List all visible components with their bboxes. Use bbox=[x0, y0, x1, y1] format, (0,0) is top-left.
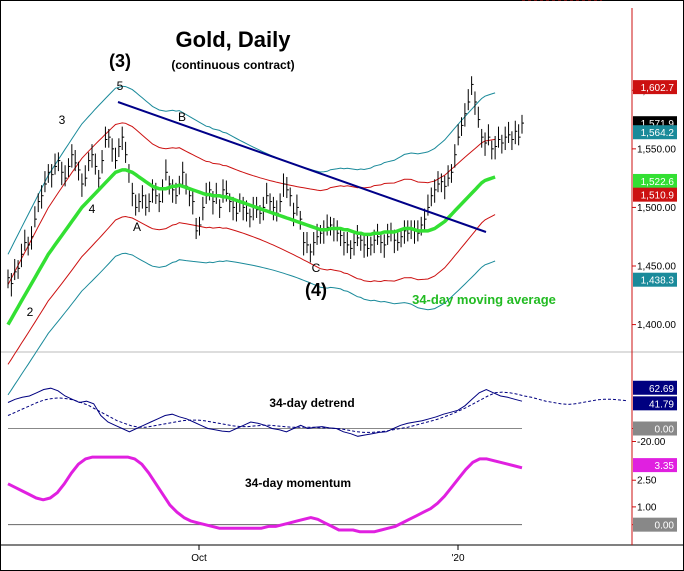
chart-title: Gold, Daily bbox=[176, 27, 292, 52]
moving-average-line bbox=[6, 168, 496, 326]
trendline bbox=[117, 101, 487, 233]
price-axis-tick-label: 1,450.00 bbox=[637, 262, 676, 273]
outer-band-lower bbox=[7, 252, 496, 396]
detrend-signal-line bbox=[7, 391, 627, 433]
momentum-value-badge-label: 3.35 bbox=[655, 461, 675, 472]
wave-label: B bbox=[178, 110, 186, 124]
wave-label: C bbox=[312, 261, 321, 275]
price-value-badge-label: 1,571.9 bbox=[641, 119, 675, 130]
momentum-label: 34-day momentum bbox=[245, 476, 351, 490]
momentum-value-badge bbox=[633, 517, 677, 532]
price-axis-tick-label: 1,550.00 bbox=[637, 144, 676, 155]
price-value-badge bbox=[633, 80, 677, 95]
price-axis: 1,600.001,550.001,500.001,450.001,400.00… bbox=[631, 8, 677, 545]
price-value-badge bbox=[633, 125, 677, 140]
price-value-badge bbox=[633, 173, 677, 188]
price-axis-tick-label: 1,400.00 bbox=[637, 320, 676, 331]
price-value-badge-label: 1,602.7 bbox=[641, 83, 675, 94]
wave-label: 3 bbox=[59, 113, 66, 127]
price-value-badge bbox=[633, 187, 677, 202]
x-tick-label: Oct bbox=[191, 553, 207, 564]
momentum-axis-tick-label: 1.00 bbox=[637, 502, 657, 513]
price-axis-tick-label: 1,500.00 bbox=[637, 203, 676, 214]
x-tick-label: '20 bbox=[451, 553, 464, 564]
wave-label: 4 bbox=[89, 202, 96, 216]
wave-label: 2 bbox=[27, 305, 34, 319]
detrend-value-badge bbox=[633, 380, 677, 395]
inner-band-upper bbox=[7, 122, 496, 285]
detrend-axis-tick-label: -20.00 bbox=[637, 437, 666, 448]
price-value-badge-label: 1,510.9 bbox=[641, 191, 675, 202]
detrend-value-badge-label: 0.00 bbox=[655, 425, 675, 436]
detrend-value-badge bbox=[633, 421, 677, 436]
inner-band-lower bbox=[7, 214, 496, 365]
price-value-badge-label: 1,438.3 bbox=[641, 276, 675, 287]
momentum-axis-tick-label: 2.50 bbox=[637, 476, 657, 487]
momentum-value-badge-label: 0.00 bbox=[655, 521, 675, 532]
price-value-badge-label: 1,564.2 bbox=[641, 128, 675, 139]
outer-band-upper bbox=[7, 85, 496, 255]
plot-area: (3) 5 3 4 A B C (4) 2 bbox=[1, 0, 683, 550]
wave-label: A bbox=[133, 220, 141, 234]
moving-average-label: 34-day moving average bbox=[412, 292, 556, 307]
price-value-badge-label: 1,522.6 bbox=[641, 177, 675, 188]
wave-label: (3) bbox=[109, 51, 131, 71]
detrend-value-badge bbox=[633, 396, 677, 411]
detrend-value-badge-label: 41.79 bbox=[649, 399, 674, 410]
detrend-value-badge-label: 62.69 bbox=[649, 384, 674, 395]
detrend-label: 34-day detrend bbox=[269, 396, 354, 410]
momentum-line bbox=[7, 455, 523, 534]
wave-label: 5 bbox=[117, 79, 124, 93]
momentum-value-badge bbox=[633, 458, 677, 473]
price-value-badge bbox=[633, 272, 677, 287]
chart-subtitle: (continuous contract) bbox=[171, 58, 294, 72]
wave-label: (4) bbox=[305, 280, 327, 300]
